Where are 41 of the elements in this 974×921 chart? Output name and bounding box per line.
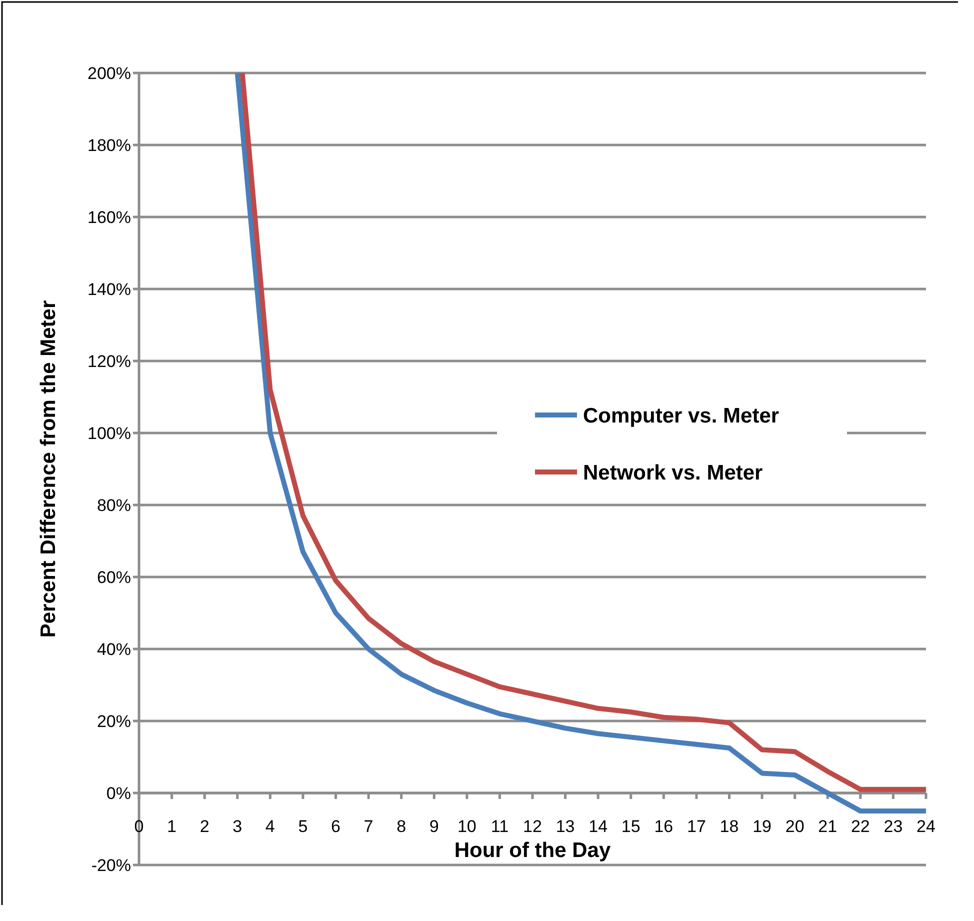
x-tick-label: 18 (720, 817, 739, 836)
x-tick-label: 19 (752, 817, 772, 836)
y-tick-label: 40% (96, 640, 131, 659)
y-tick-label: 20% (96, 712, 131, 731)
y-tick-label: 100% (88, 424, 131, 443)
x-tick-label: 21 (818, 817, 838, 836)
x-tick-label: 15 (621, 817, 640, 836)
x-axis-title: Hour of the Day (454, 839, 611, 862)
y-tick-label: 80% (96, 496, 131, 515)
x-tick-label: 16 (654, 817, 674, 836)
x-tick-label: 8 (396, 817, 406, 836)
y-tick-label: 0% (106, 784, 131, 803)
y-tick-label: -20% (91, 856, 131, 875)
x-tick-label: 4 (265, 817, 275, 836)
x-tick-label: 5 (298, 817, 308, 836)
x-tick-label: 2 (200, 817, 210, 836)
x-tick-label: 14 (588, 817, 608, 836)
x-tick-label: 22 (850, 817, 870, 836)
y-tick-label: 180% (88, 136, 131, 155)
y-tick-label: 200% (88, 64, 131, 83)
x-tick-label: 13 (556, 817, 575, 836)
y-tick-label: 60% (96, 568, 131, 587)
y-tick-label: 120% (88, 352, 131, 371)
x-tick-label: 6 (331, 817, 340, 836)
x-tick-label: 11 (490, 817, 509, 836)
x-tick-label: 24 (916, 817, 936, 836)
x-tick-label: 23 (884, 817, 903, 836)
x-tick-label: 20 (785, 817, 804, 836)
x-tick-label: 10 (457, 817, 476, 836)
x-tick-label: 0 (134, 817, 144, 836)
legend-label: Network vs. Meter (583, 461, 763, 484)
x-tick-label: 7 (364, 817, 374, 836)
y-tick-label: 160% (88, 208, 131, 227)
x-tick-label: 1 (167, 817, 177, 836)
x-tick-label: 12 (523, 817, 542, 836)
y-tick-label: 140% (88, 280, 131, 299)
legend-label: Computer vs. Meter (583, 404, 780, 428)
x-tick-label: 9 (429, 817, 439, 836)
x-tick-label: 3 (232, 817, 242, 836)
y-axis-title: Percent Difference from the Meter (37, 300, 60, 638)
x-tick-label: 17 (686, 817, 706, 836)
